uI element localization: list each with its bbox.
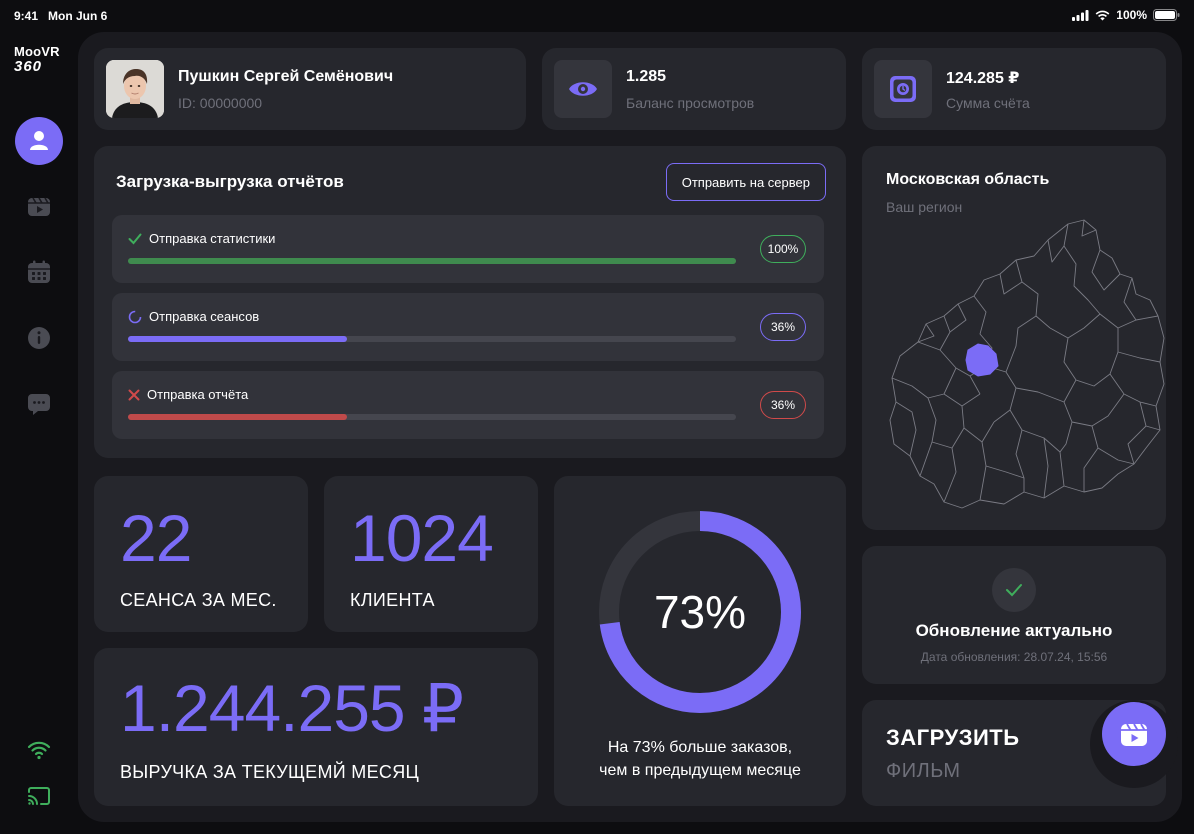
update-title: Обновление актуально: [915, 621, 1113, 640]
calendar-icon: [28, 260, 50, 283]
status-time: 9:41: [14, 9, 39, 23]
signal-icon: [1072, 9, 1089, 21]
profile-id: ID: 00000000: [178, 95, 263, 111]
views-label: Баланс просмотров: [626, 95, 755, 111]
eye-icon: [569, 82, 597, 96]
status-date: Mon Jun 6: [48, 9, 108, 23]
nav-video[interactable]: [15, 182, 63, 230]
video-upload-icon: [1121, 723, 1147, 746]
clients-caption: КЛИЕНТА: [350, 590, 435, 610]
region-name: Московская область: [886, 171, 1050, 188]
report-row-report[interactable]: Отправка отчёта 36%: [112, 371, 824, 439]
region-label: Ваш регион: [886, 199, 963, 215]
sessions-caption: СЕАНСА ЗА МЕС.: [120, 590, 277, 610]
percent-badge: 36%: [760, 391, 806, 419]
wifi-status-icon: [1095, 10, 1110, 20]
spinner-icon: [128, 310, 142, 323]
percent-badge: 100%: [760, 235, 806, 263]
progress-track: [128, 258, 736, 264]
cast-connection[interactable]: [27, 786, 51, 811]
info-icon: [28, 327, 50, 349]
progress-track: [128, 336, 736, 342]
views-value: 1.285: [626, 68, 667, 85]
cast-icon: [28, 787, 50, 805]
revenue-caption: ВЫРУЧКА ЗА ТЕКУЩЕМЙ МЕСЯЦ: [120, 762, 420, 782]
report-row-sessions[interactable]: Отправка сеансов 36%: [112, 293, 824, 361]
views-icon-box: [554, 60, 612, 118]
region-map[interactable]: [888, 216, 1166, 526]
main-panel: Пушкин Сергей Семёнович ID: 00000000 1.2…: [78, 32, 1182, 822]
check-icon: [128, 233, 142, 244]
battery-percent: 100%: [1116, 8, 1147, 22]
revenue-value: 1.244.255 ₽: [120, 671, 464, 745]
moscow-highlight: [965, 343, 999, 377]
safe-icon: [890, 76, 916, 102]
profile-card[interactable]: Пушкин Сергей Семёнович ID: 00000000: [94, 48, 526, 130]
reports-card: Загрузка-выгрузка отчётов Отправить на с…: [94, 146, 846, 458]
growth-card: 73% На 73% больше заказов, чем в предыду…: [554, 476, 846, 806]
update-check-badge: [992, 568, 1036, 612]
report-label-sessions: Отправка сеансов: [128, 309, 259, 324]
report-row-statistics[interactable]: Отправка статистики 100%: [112, 215, 824, 283]
report-label-text: Отправка сеансов: [149, 309, 260, 324]
growth-donut: 73%: [598, 510, 802, 714]
account-balance-card[interactable]: 124.285 ₽ Сумма счёта: [862, 48, 1166, 130]
profile-name: Пушкин Сергей Семёнович: [178, 68, 394, 85]
growth-caption: На 73% больше заказов, чем в предыдущем …: [554, 736, 846, 782]
send-to-server-button[interactable]: Отправить на сервер: [665, 163, 826, 201]
logo-title: MooVR: [14, 44, 60, 59]
nav-chat[interactable]: [15, 380, 63, 428]
upload-film-button[interactable]: [1102, 702, 1166, 766]
wifi-connection[interactable]: [27, 740, 51, 765]
cross-icon: [128, 389, 140, 400]
account-value: 124.285 ₽: [946, 70, 1020, 87]
views-balance-card[interactable]: 1.285 Баланс просмотров: [542, 48, 846, 130]
upload-title: ЗАГРУЗИТЬ: [886, 725, 1020, 750]
nav-info[interactable]: [15, 314, 63, 362]
chat-icon: [28, 394, 50, 415]
report-label-text: Отправка статистики: [149, 231, 276, 246]
progress-track: [128, 414, 736, 420]
percent-badge: 36%: [760, 313, 806, 341]
clients-stat-card: 1024 КЛИЕНТА: [324, 476, 538, 632]
profile-icon: [30, 131, 48, 150]
battery-icon: [1153, 9, 1180, 21]
status-bar: 9:41 Mon Jun 6 100%: [0, 0, 1194, 32]
sessions-count: 22: [120, 501, 192, 575]
sessions-stat-card: 22 СЕАНСА ЗА МЕС.: [94, 476, 308, 632]
wifi-icon: [27, 741, 51, 760]
progress-fill: [128, 336, 347, 342]
nav-profile[interactable]: [15, 117, 63, 165]
app-logo[interactable]: MooVR 360: [14, 44, 66, 75]
video-icon: [28, 197, 50, 216]
progress-fill: [128, 414, 347, 420]
growth-caption-line2: чем в предыдущем месяце: [599, 762, 801, 779]
clients-count: 1024: [350, 501, 494, 575]
report-label-statistics: Отправка статистики: [128, 231, 275, 246]
nav-calendar[interactable]: [15, 248, 63, 296]
account-label: Сумма счёта: [946, 95, 1030, 111]
donut-arc: [599, 511, 801, 713]
report-label-text: Отправка отчёта: [147, 387, 249, 402]
account-icon-box: [874, 60, 932, 118]
region-card[interactable]: Московская область Ваш регион: [862, 146, 1166, 530]
growth-caption-line1: На 73% больше заказов,: [607, 739, 793, 756]
update-status-card: Обновление актуально Дата обновления: 28…: [862, 546, 1166, 684]
upload-subtitle: ФИЛЬМ: [886, 760, 961, 782]
sidebar: MooVR 360: [0, 32, 78, 834]
update-date: Дата обновления: 28.07.24, 15:56: [920, 650, 1108, 664]
growth-percent: 73%: [653, 586, 747, 638]
reports-title: Загрузка-выгрузка отчётов: [116, 172, 344, 191]
report-label-report: Отправка отчёта: [128, 387, 248, 402]
logo-subtitle: 360: [14, 58, 43, 75]
check-icon: [1006, 584, 1022, 597]
revenue-stat-card: 1.244.255 ₽ ВЫРУЧКА ЗА ТЕКУЩЕМЙ МЕСЯЦ: [94, 648, 538, 806]
progress-fill: [128, 258, 736, 264]
status-indicators: 100%: [1072, 8, 1180, 22]
avatar: [106, 60, 164, 118]
